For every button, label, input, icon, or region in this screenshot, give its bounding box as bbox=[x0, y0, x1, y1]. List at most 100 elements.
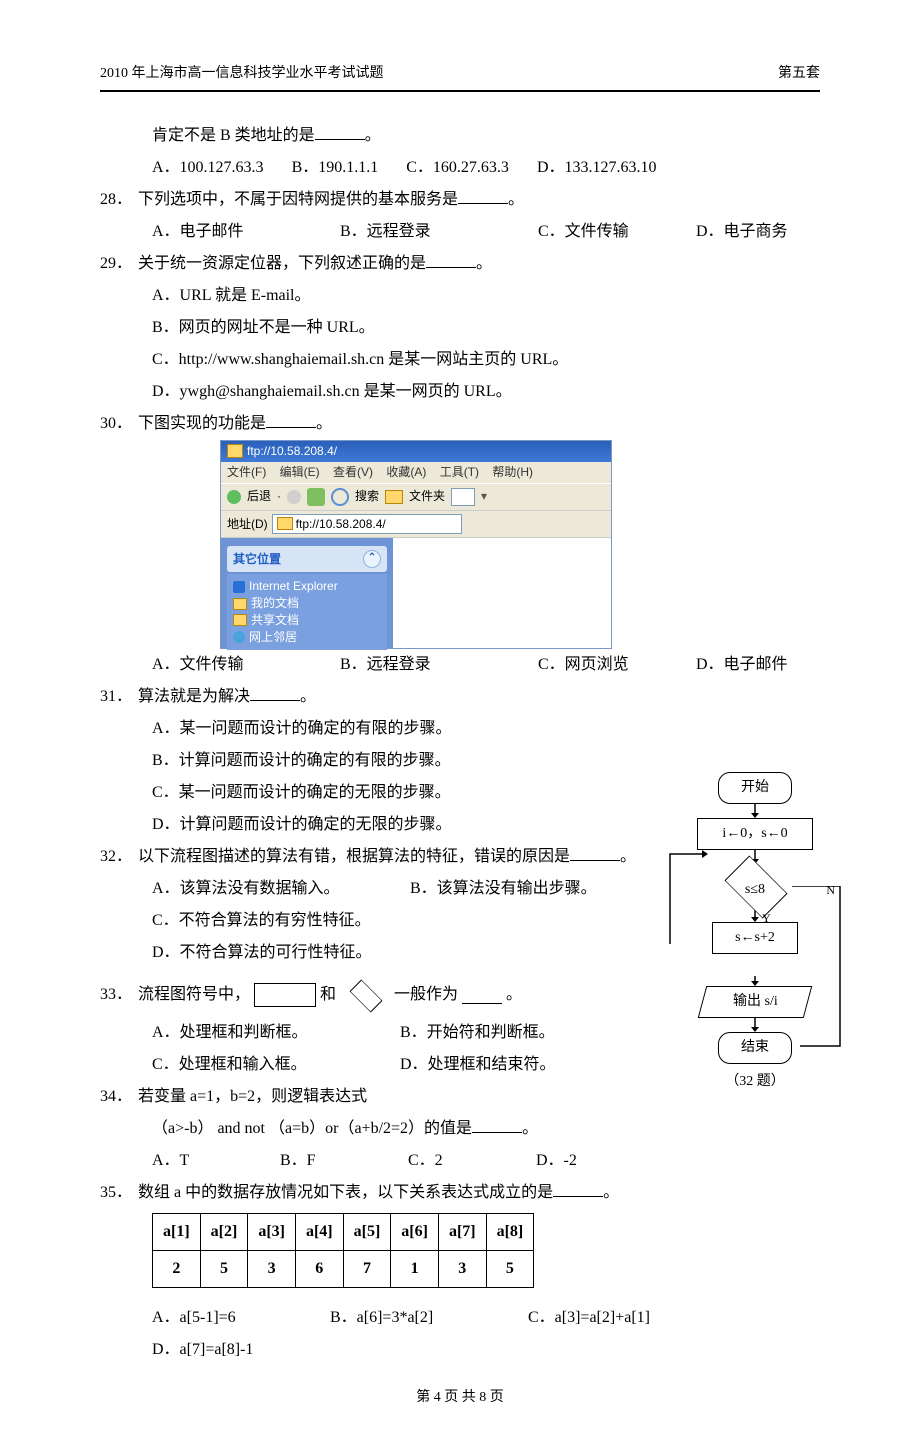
link-shared[interactable]: 共享文档 bbox=[233, 612, 381, 629]
q27-tail-line: 肯定不是 B 类地址的是。 bbox=[100, 120, 820, 152]
q35-tail: 。 bbox=[603, 1184, 619, 1201]
q30-C: C．网页浏览 bbox=[538, 649, 668, 681]
menu-view[interactable]: 查看(V) bbox=[333, 465, 373, 479]
q31-D: D．计算问题而设计的确定的无限的步骤。 bbox=[152, 809, 452, 841]
q30-stem: 下图实现的功能是 bbox=[138, 415, 266, 432]
q30-text: 下图实现的功能是。 bbox=[138, 408, 820, 440]
q29-D: D．ywgh@shanghaiemail.sh.cn 是某一网页的 URL。 bbox=[152, 376, 820, 408]
q29-text: 关于统一资源定位器，下列叙述正确的是。 bbox=[138, 248, 820, 280]
ftp-menubar: 文件(F) 编辑(E) 查看(V) 收藏(A) 工具(T) 帮助(H) bbox=[221, 462, 611, 483]
addr-box[interactable]: ftp://10.58.208.4/ bbox=[272, 514, 462, 535]
ftp-title-text: ftp://10.58.208.4/ bbox=[247, 443, 337, 460]
menu-help[interactable]: 帮助(H) bbox=[492, 465, 533, 479]
q34-expr-text: （a>-b） and not （a=b）or（a+b/2=2）的值是 bbox=[152, 1120, 472, 1137]
rect-symbol bbox=[254, 983, 316, 1007]
q32-D: D．不符合算法的可行性特征。 bbox=[152, 937, 372, 969]
blank bbox=[458, 187, 508, 204]
fc-end: 结束 bbox=[718, 1032, 792, 1064]
search-icon[interactable] bbox=[331, 488, 349, 506]
q30-B: B．远程登录 bbox=[340, 649, 510, 681]
q35-D: D．a[7]=a[8]-1 bbox=[152, 1334, 253, 1366]
link-docs[interactable]: 我的文档 bbox=[233, 595, 381, 612]
q29-num: 29． bbox=[100, 248, 138, 280]
q35-B: B．a[6]=3*a[2] bbox=[330, 1302, 500, 1334]
q33-A: A．处理框和判断框。 bbox=[152, 1017, 372, 1049]
ftp-window: ftp://10.58.208.4/ 文件(F) 编辑(E) 查看(V) 收藏(… bbox=[220, 440, 612, 649]
th: a[8] bbox=[486, 1214, 534, 1251]
td: 6 bbox=[295, 1251, 343, 1288]
q31-options: A．某一问题而设计的确定的有限的步骤。 B．计算问题而设计的确定的有限的步骤。 … bbox=[100, 713, 712, 841]
q33-D: D．处理框和结束符。 bbox=[400, 1049, 556, 1081]
page: 2010 年上海市高一信息科技学业水平考试试题 第五套 肯定不是 B 类地址的是… bbox=[0, 0, 920, 1452]
blank bbox=[472, 1116, 522, 1133]
q27-tail-text: 肯定不是 B 类地址的是 bbox=[152, 127, 315, 144]
th: a[4] bbox=[295, 1214, 343, 1251]
q28-options: A．电子邮件 B．远程登录 C．文件传输 D．电子商务 bbox=[100, 216, 820, 248]
diamond-symbol bbox=[340, 982, 390, 1008]
th: a[7] bbox=[438, 1214, 486, 1251]
forward-icon[interactable] bbox=[287, 490, 301, 504]
network-icon bbox=[233, 631, 245, 643]
folder-icon bbox=[233, 598, 247, 610]
th: a[2] bbox=[200, 1214, 248, 1251]
fc-arrow bbox=[670, 804, 840, 818]
menu-edit[interactable]: 编辑(E) bbox=[280, 465, 320, 479]
td: 7 bbox=[343, 1251, 391, 1288]
q32-A: A．该算法没有数据输入。 bbox=[152, 873, 382, 905]
ftp-sidebar: 其它位置 ⌃ Internet Explorer 我的文档 共享文档 网上邻居 bbox=[221, 538, 393, 648]
addr-folder-icon bbox=[277, 517, 293, 530]
folders-icon[interactable] bbox=[385, 490, 403, 504]
menu-tools[interactable]: 工具(T) bbox=[440, 465, 479, 479]
q35-text: 数组 a 中的数据存放情况如下表，以下关系表达式成立的是 。 bbox=[138, 1177, 820, 1209]
q28-stem: 下列选项中，不属于因特网提供的基本服务是 bbox=[138, 191, 458, 208]
ie-icon bbox=[233, 581, 245, 593]
q28-C: C．文件传输 bbox=[538, 216, 668, 248]
q30-options: A．文件传输 B．远程登录 C．网页浏览 D．电子邮件 bbox=[100, 649, 820, 681]
search-label[interactable]: 搜索 bbox=[355, 488, 379, 505]
menu-fav[interactable]: 收藏(A) bbox=[386, 465, 426, 479]
q33-options: A．处理框和判断框。 B．开始符和判断框。 C．处理框和输入框。 D．处理框和结… bbox=[100, 1017, 602, 1081]
q33-pre: 流程图符号中， bbox=[138, 979, 250, 1011]
q28-tail: 。 bbox=[508, 191, 524, 208]
q30-num: 30． bbox=[100, 408, 138, 440]
back-icon[interactable] bbox=[227, 490, 241, 504]
link-network-text: 网上邻居 bbox=[249, 629, 297, 646]
table-row: 2 5 3 6 7 1 3 5 bbox=[153, 1251, 534, 1288]
link-shared-text: 共享文档 bbox=[251, 612, 299, 629]
blank bbox=[266, 411, 316, 428]
link-network[interactable]: 网上邻居 bbox=[233, 629, 381, 646]
q28: 28． 下列选项中，不属于因特网提供的基本服务是。 bbox=[100, 184, 820, 216]
blank bbox=[426, 251, 476, 268]
q32-B: B．该算法没有输出步骤。 bbox=[410, 873, 597, 905]
link-ie-text: Internet Explorer bbox=[249, 578, 338, 595]
q34-C: C．2 bbox=[408, 1145, 508, 1177]
q29: 29． 关于统一资源定位器，下列叙述正确的是。 bbox=[100, 248, 820, 280]
ftp-addressbar: 地址(D) ftp://10.58.208.4/ bbox=[221, 511, 611, 539]
q30-A: A．文件传输 bbox=[152, 649, 312, 681]
td: 1 bbox=[391, 1251, 439, 1288]
q31-text: 算法就是为解决。 bbox=[138, 681, 820, 713]
views-icon[interactable] bbox=[451, 488, 475, 506]
ftp-panel-header[interactable]: 其它位置 ⌃ bbox=[227, 546, 387, 572]
back-label[interactable]: 后退 bbox=[247, 488, 271, 505]
q28-D: D．电子商务 bbox=[696, 216, 788, 248]
q35-stem: 数组 a 中的数据存放情况如下表，以下关系表达式成立的是 bbox=[138, 1184, 553, 1201]
folders-label[interactable]: 文件夹 bbox=[409, 488, 445, 505]
q33-mid: 和 bbox=[320, 979, 336, 1011]
th: a[3] bbox=[248, 1214, 296, 1251]
link-ie[interactable]: Internet Explorer bbox=[233, 578, 381, 595]
menu-file[interactable]: 文件(F) bbox=[227, 465, 266, 479]
header-right: 第五套 bbox=[778, 60, 820, 88]
header: 2010 年上海市高一信息科技学业水平考试试题 第五套 bbox=[100, 60, 820, 92]
td: 5 bbox=[486, 1251, 534, 1288]
q34-num: 34． bbox=[100, 1081, 138, 1113]
page-footer: 第 4 页 共 8 页 bbox=[100, 1384, 820, 1412]
fc-start: 开始 bbox=[718, 772, 792, 804]
addr-text: ftp://10.58.208.4/ bbox=[296, 516, 386, 533]
addr-label: 地址(D) bbox=[227, 516, 268, 533]
collapse-icon[interactable]: ⌃ bbox=[363, 550, 381, 568]
q27-A: A．100.127.63.3 bbox=[152, 152, 264, 184]
q32-C: C．不符合算法的有穷性特征。 bbox=[152, 905, 382, 937]
up-icon[interactable] bbox=[307, 488, 325, 506]
q27-options: A．100.127.63.3 B．190.1.1.1 C．160.27.63.3… bbox=[100, 152, 820, 184]
